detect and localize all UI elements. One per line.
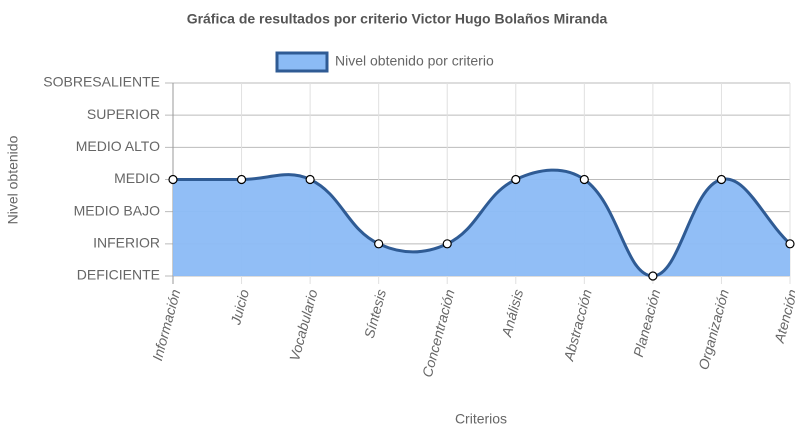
x-tick-label: Atención	[771, 287, 795, 345]
x-tick-label: Planeación	[630, 287, 663, 358]
x-tick-label: Juicio	[227, 287, 252, 327]
point	[648, 271, 658, 281]
y-tick-label: MEDIO BAJO	[74, 202, 160, 218]
y-tick-label: DEFICIENTE	[77, 267, 160, 283]
point	[374, 239, 384, 249]
chart-title: Gráfica de resultados por criterio Victo…	[187, 11, 608, 27]
point	[168, 174, 178, 185]
point	[579, 174, 589, 185]
y-tick-label: SUPERIOR	[87, 106, 160, 122]
point	[442, 239, 452, 249]
y-tick-label: MEDIO	[114, 170, 160, 186]
x-tick-label: Análisis	[498, 288, 526, 340]
x-tick-label: Vocabulario	[286, 287, 321, 362]
point	[716, 174, 727, 185]
x-axis-title: Criterios	[455, 411, 507, 427]
point	[236, 174, 247, 185]
point	[305, 174, 315, 185]
line	[173, 168, 792, 278]
point	[785, 239, 795, 249]
legend-label: Nivel obtenido por criterio	[335, 53, 494, 69]
legend-swatch	[275, 51, 329, 73]
x-tick-label: Abstracción	[560, 287, 595, 363]
y-tick-label: SOBRESALIENTE	[43, 74, 160, 90]
x-tick-label: Síntesis	[361, 288, 389, 340]
area	[173, 170, 790, 276]
x-tick-label: Concentración	[419, 287, 458, 379]
y-axis-title: Nivel obtenido	[5, 135, 21, 224]
x-tick-label: Información	[149, 287, 183, 362]
point	[511, 174, 521, 185]
y-tick-label: MEDIO ALTO	[76, 138, 160, 154]
x-tick-label: Organización	[695, 287, 732, 371]
y-tick-label: INFERIOR	[93, 235, 160, 251]
